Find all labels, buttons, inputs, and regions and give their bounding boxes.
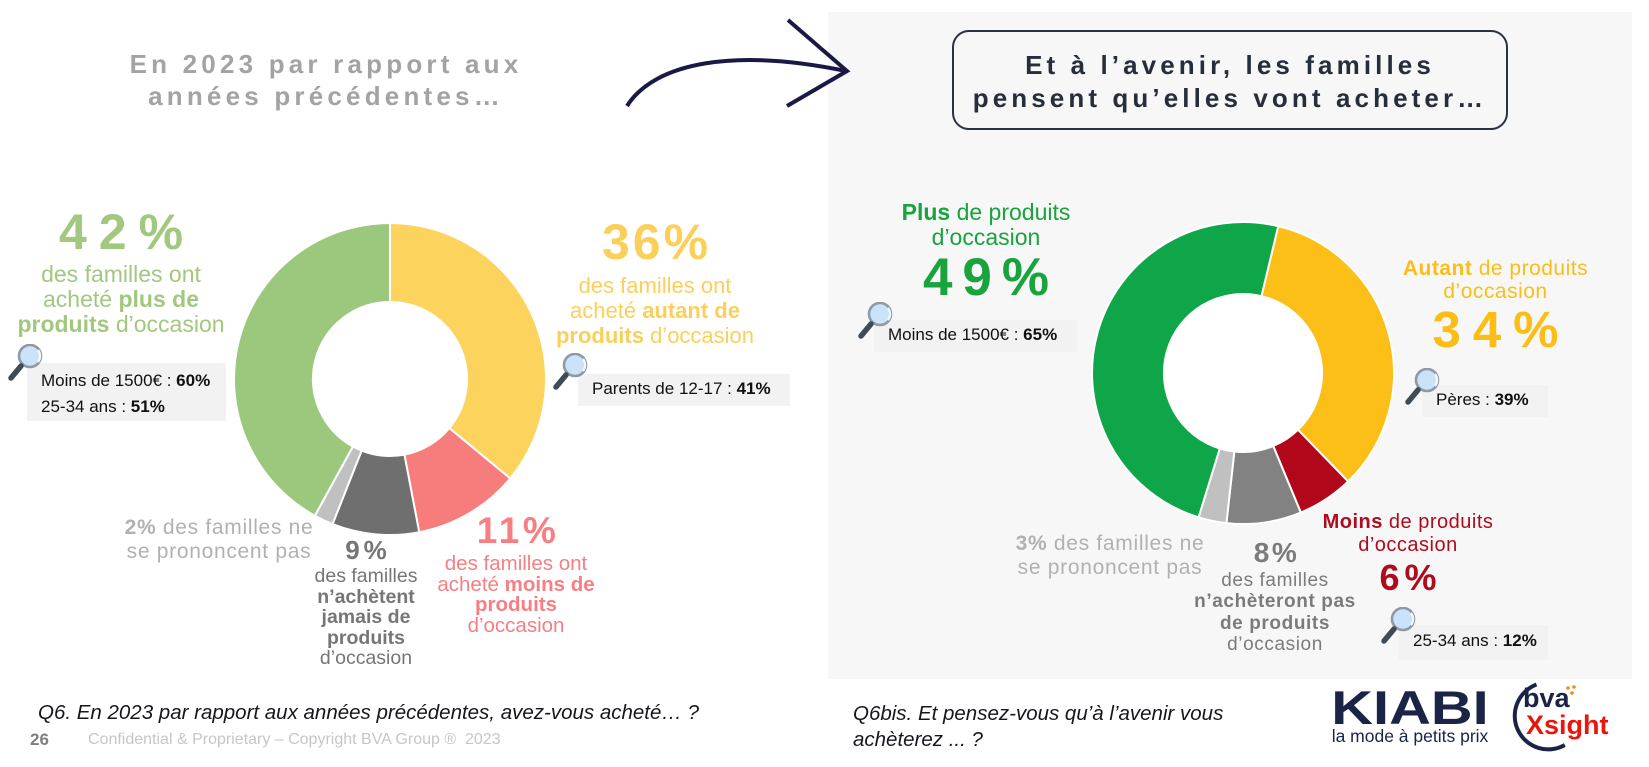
svg-text:Xsight: Xsight — [1526, 710, 1609, 740]
svg-text:bva: bva — [1523, 683, 1571, 713]
